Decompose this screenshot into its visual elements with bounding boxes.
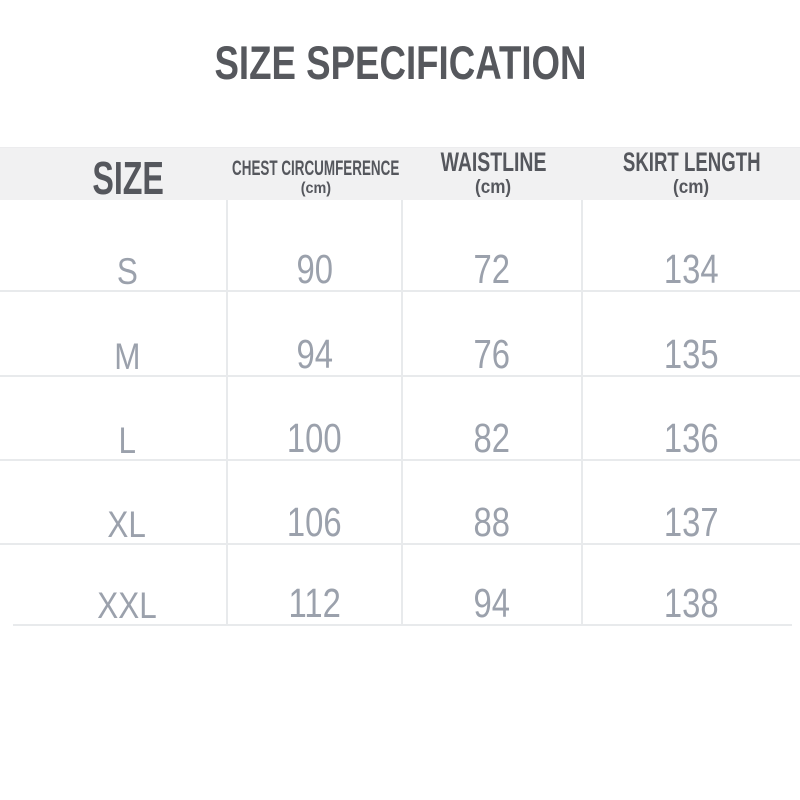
column-header-waistline-unit: (cm) xyxy=(474,177,512,198)
size-cell: XL xyxy=(0,461,228,543)
column-header-skirt-length-unit: (cm) xyxy=(673,177,710,198)
size-cell: XXL xyxy=(0,545,228,624)
column-header-chest-unit: (cm) xyxy=(300,180,331,197)
table-row-xxl: XXL 112 94 138 xyxy=(0,545,800,624)
table-row-s: S 90 72 134 xyxy=(0,200,800,292)
column-header-skirt-length: SKIRT LENGTH (cm) xyxy=(583,148,800,200)
size-cell: L xyxy=(0,377,228,459)
waistline-value-cell: 76 xyxy=(403,292,583,375)
size-table: SIZE CHEST CIRCUMFERENCE (cm) WAISTLINE … xyxy=(0,147,800,626)
waistline-value-cell: 72 xyxy=(403,200,583,290)
chest-value-cell: 100 xyxy=(228,377,403,459)
skirt-length-value-cell: 137 xyxy=(664,499,719,545)
column-header-size-label: SIZE xyxy=(92,152,164,204)
skirt-length-value-cell: 138 xyxy=(664,580,719,626)
column-header-waistline-label: WAISTLINE xyxy=(440,147,546,177)
column-header-chest-label: CHEST CIRCUMFERENCE xyxy=(231,157,400,180)
table-row-l: L 100 82 136 xyxy=(0,377,800,461)
page-title-text: SIZE SPECIFICATION xyxy=(213,36,587,89)
size-cell: S xyxy=(0,200,228,290)
skirt-length-value-cell: 134 xyxy=(664,246,719,292)
waistline-value-cell: 88 xyxy=(403,461,583,543)
chest-value-cell: 94 xyxy=(228,292,403,375)
table-header-row: SIZE CHEST CIRCUMFERENCE (cm) WAISTLINE … xyxy=(0,147,800,204)
page-title: SIZE SPECIFICATION xyxy=(0,39,800,86)
chest-value-cell: 112 xyxy=(228,545,403,624)
column-header-waistline: WAISTLINE (cm) xyxy=(403,148,583,200)
size-cell: M xyxy=(0,292,228,375)
table-row-m: M 94 76 135 xyxy=(0,292,800,377)
table-bottom-border xyxy=(13,624,792,626)
waistline-value-cell: 94 xyxy=(403,545,583,624)
skirt-length-value-cell: 136 xyxy=(664,415,719,461)
waistline-value-cell: 82 xyxy=(403,377,583,459)
column-header-chest: CHEST CIRCUMFERENCE (cm) xyxy=(228,148,403,200)
skirt-length-value-cell: 135 xyxy=(664,331,719,377)
table-row-xl: XL 106 88 137 xyxy=(0,461,800,545)
chest-value-cell: 90 xyxy=(228,200,403,290)
chest-value-cell: 106 xyxy=(228,461,403,543)
column-header-skirt-length-label: SKIRT LENGTH xyxy=(622,147,761,177)
column-header-size: SIZE xyxy=(0,148,228,204)
